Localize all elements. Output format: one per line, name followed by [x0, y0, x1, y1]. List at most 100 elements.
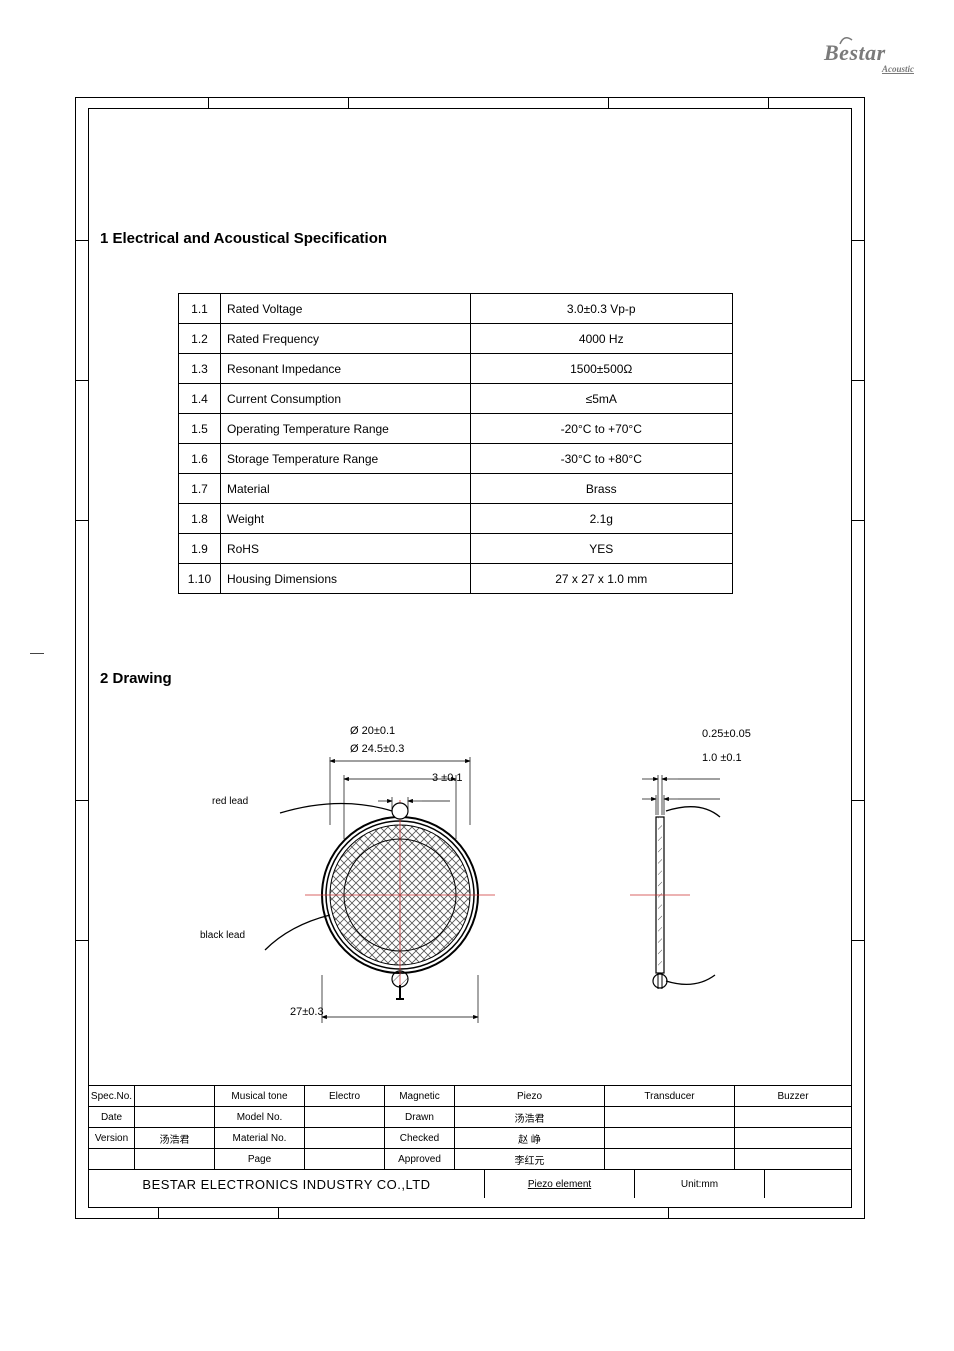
- spec-row-num: 1.6: [179, 444, 221, 474]
- tb-cell: [135, 1107, 215, 1127]
- tb-cell: Approved: [385, 1149, 455, 1169]
- frame-tick: [852, 520, 865, 521]
- spec-row-num: 1.3: [179, 354, 221, 384]
- tb-cell: [305, 1128, 385, 1148]
- spec-row: 1.5Operating Temperature Range-20°C to +…: [179, 414, 733, 444]
- tb-cell: Electro: [305, 1086, 385, 1106]
- frame-tick: [668, 1208, 669, 1219]
- spec-row: 1.1Rated Voltage3.0±0.3 Vp-p: [179, 294, 733, 324]
- spec-row-val: 1500±500Ω: [470, 354, 733, 384]
- drawing-frame-inner: [88, 108, 852, 1208]
- spec-row-param: Operating Temperature Range: [220, 414, 470, 444]
- tb-cell: Page: [215, 1149, 305, 1169]
- tb-cell: [305, 1149, 385, 1169]
- frame-tick: [75, 940, 88, 941]
- tb-cell: [89, 1149, 135, 1169]
- spec-row-param: RoHS: [220, 534, 470, 564]
- tb-cell: Spec.No.: [89, 1086, 135, 1106]
- frame-tick: [768, 97, 769, 108]
- tb-cell: [135, 1149, 215, 1169]
- tb-cell: [735, 1128, 851, 1148]
- spec-row: 1.10Housing Dimensions27 x 27 x 1.0 mm: [179, 564, 733, 594]
- spec-row-param: Housing Dimensions: [220, 564, 470, 594]
- tb-cell: Buzzer: [735, 1086, 851, 1106]
- drawing-svg: [140, 700, 760, 1040]
- spec-table: 1.1Rated Voltage3.0±0.3 Vp-p1.2Rated Fre…: [178, 293, 733, 594]
- frame-tick: [608, 97, 609, 108]
- spec-row-val: 4000 Hz: [470, 324, 733, 354]
- tb-cell: [605, 1149, 735, 1169]
- tb-cell: Model No.: [215, 1107, 305, 1127]
- tb-row-2: Date Model No. Drawn 汤浩君: [89, 1107, 851, 1128]
- dim-d2: Ø 24.5±0.3: [350, 743, 404, 755]
- spec-row-val: -20°C to +70°C: [470, 414, 733, 444]
- dim-d3: 3 ±0.1: [432, 772, 463, 784]
- tb-cell: Version: [89, 1128, 135, 1148]
- tb-cell: Magnetic: [385, 1086, 455, 1106]
- technical-drawing: Ø 20±0.1 Ø 24.5±0.3 3 ±0.1 27±0.3 0.25±0…: [140, 700, 760, 1040]
- frame-tick: [75, 380, 88, 381]
- dim-t1: 0.25±0.05: [702, 728, 751, 740]
- spec-row-param: Current Consumption: [220, 384, 470, 414]
- page-number-dash: [30, 653, 44, 654]
- tb-cell: 李红元: [455, 1149, 605, 1169]
- spec-row-val: YES: [470, 534, 733, 564]
- tb-cell: Material No.: [215, 1128, 305, 1148]
- tb-cell: [135, 1086, 215, 1106]
- spec-row-num: 1.4: [179, 384, 221, 414]
- spec-row-val: 3.0±0.3 Vp-p: [470, 294, 733, 324]
- dim-t2: 1.0 ±0.1: [702, 752, 742, 764]
- tb-row-1: Spec.No. Musical tone Electro Magnetic P…: [89, 1086, 851, 1107]
- tb-row-company: BESTAR ELECTRONICS INDUSTRY CO.,LTD Piez…: [89, 1170, 851, 1198]
- spec-row-val: -30°C to +80°C: [470, 444, 733, 474]
- frame-tick: [852, 940, 865, 941]
- spec-row: 1.2Rated Frequency4000 Hz: [179, 324, 733, 354]
- spec-row-param: Rated Frequency: [220, 324, 470, 354]
- spec-row: 1.6Storage Temperature Range-30°C to +80…: [179, 444, 733, 474]
- tb-cell: Unit:mm: [635, 1170, 765, 1198]
- spec-row: 1.7MaterialBrass: [179, 474, 733, 504]
- spec-row-num: 1.9: [179, 534, 221, 564]
- spec-row-num: 1.5: [179, 414, 221, 444]
- tb-cell: 汤浩君: [455, 1107, 605, 1127]
- tb-cell: [305, 1107, 385, 1127]
- tb-row-4: Page Approved 李红元: [89, 1149, 851, 1170]
- spec-row-param: Weight: [220, 504, 470, 534]
- spec-row-val: 2.1g: [470, 504, 733, 534]
- dim-d1: Ø 20±0.1: [350, 725, 395, 737]
- label-red-lead: red lead: [212, 796, 248, 807]
- spec-row: 1.4Current Consumption≤5mA: [179, 384, 733, 414]
- spec-row-val: 27 x 27 x 1.0 mm: [470, 564, 733, 594]
- spec-row: 1.3Resonant Impedance1500±500Ω: [179, 354, 733, 384]
- spec-row-num: 1.1: [179, 294, 221, 324]
- tb-cell: Piezo element: [485, 1170, 635, 1198]
- frame-tick: [278, 1208, 279, 1219]
- tb-cell: Checked: [385, 1128, 455, 1148]
- frame-tick: [852, 240, 865, 241]
- frame-tick: [208, 97, 209, 108]
- spec-row-num: 1.10: [179, 564, 221, 594]
- frame-tick: [75, 800, 88, 801]
- tb-cell: [735, 1107, 851, 1127]
- tb-cell: [605, 1128, 735, 1148]
- spec-row: 1.8Weight2.1g: [179, 504, 733, 534]
- frame-tick: [852, 380, 865, 381]
- frame-tick: [348, 97, 349, 108]
- tb-cell: 汤浩君: [135, 1128, 215, 1148]
- label-black-lead: black lead: [200, 930, 245, 941]
- tb-cell: Transducer: [605, 1086, 735, 1106]
- spec-row-num: 1.7: [179, 474, 221, 504]
- company-name: BESTAR ELECTRONICS INDUSTRY CO.,LTD: [89, 1170, 485, 1198]
- spec-row-param: Storage Temperature Range: [220, 444, 470, 474]
- spec-row-param: Resonant Impedance: [220, 354, 470, 384]
- frame-tick: [75, 240, 88, 241]
- spec-row-val: ≤5mA: [470, 384, 733, 414]
- logo-swoosh-icon: [838, 34, 858, 48]
- frame-tick: [75, 520, 88, 521]
- tb-cell: 赵 峥: [455, 1128, 605, 1148]
- spec-row-param: Rated Voltage: [220, 294, 470, 324]
- tb-cell: Piezo: [455, 1086, 605, 1106]
- spec-row-num: 1.2: [179, 324, 221, 354]
- section-heading-electrical: 1 Electrical and Acoustical Specificatio…: [100, 230, 387, 247]
- tb-cell: [605, 1107, 735, 1127]
